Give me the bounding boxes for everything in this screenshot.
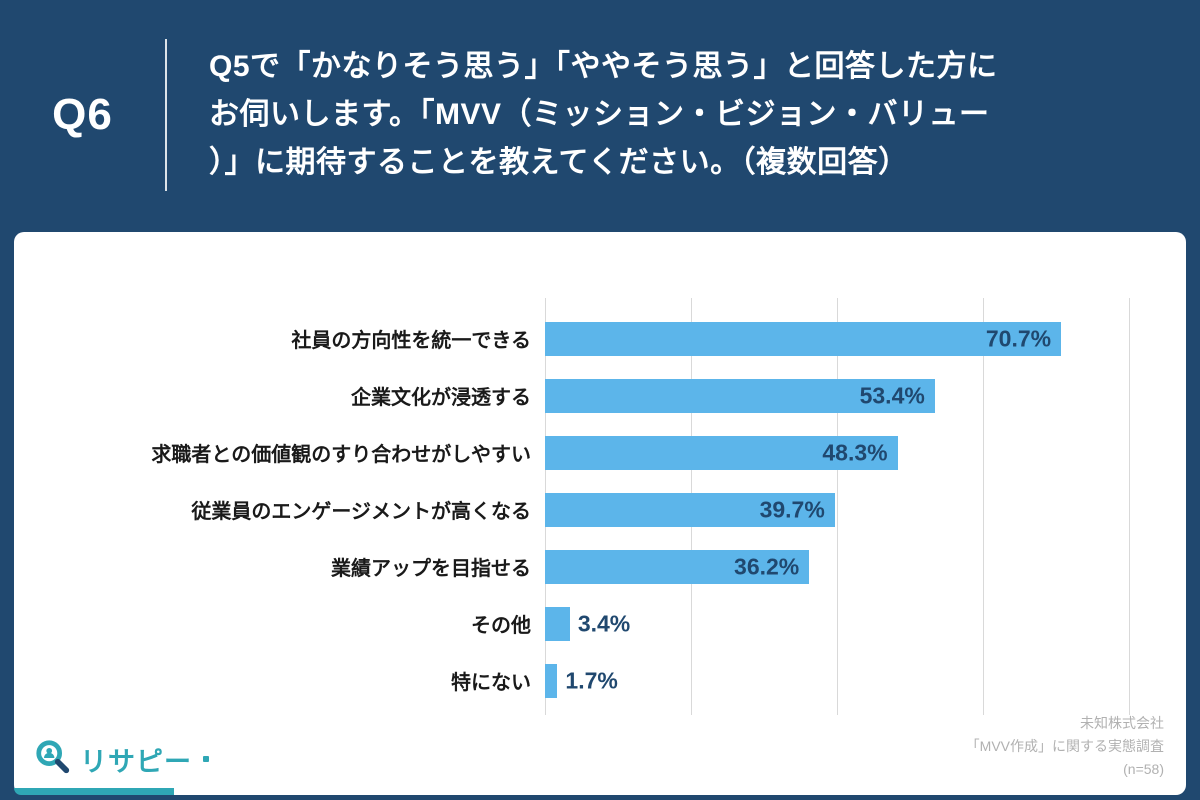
bar-plot-area: 48.3%	[545, 435, 1129, 470]
bar-category-label: 求職者との価値観のすり合わせがしやすい	[151, 444, 531, 466]
gridline-60	[983, 298, 984, 715]
bar-value-label: 39.7%	[759, 496, 825, 522]
bar-category-label: 特にない	[451, 672, 531, 694]
chart-row: 求職者との価値観のすり合わせがしやすい 48.3%	[14, 424, 1129, 481]
chart-card: 社員の方向性を統一できる 70.7% 企業文化が浸透する 53.4% 求職者との価値観の…	[14, 232, 1186, 795]
bar-value-label: 48.3%	[822, 439, 888, 465]
chart-row: 特にない 1.7%	[14, 652, 1129, 709]
bar-value-label: 3.4%	[577, 610, 631, 636]
chart-row: 企業文化が浸透する 53.4%	[14, 367, 1129, 424]
bar-category-label: 業績アップを目指せる	[331, 558, 531, 580]
source-note: 未知株式会社 「MVV作成」に関する実態調査 (n=58)	[966, 712, 1164, 781]
bar-plot-area: 70.7%	[545, 321, 1129, 356]
bar-plot-area: 53.4%	[545, 378, 1129, 413]
logo-accent-strip	[14, 788, 174, 795]
gridline-80	[1129, 298, 1130, 715]
bar-category-label: 従業員のエンゲージメントが高くなる	[191, 501, 531, 523]
bar-category-label: 社員の方向性を統一できる	[291, 330, 531, 352]
gridline-40	[837, 298, 838, 715]
source-line-1: 未知株式会社	[1080, 715, 1164, 731]
source-line-2: 「MVV作成」に関する実態調査	[965, 738, 1164, 754]
bar-plot-area: 3.4%	[545, 606, 1129, 641]
question-number: Q6	[52, 90, 113, 139]
bar	[545, 321, 1062, 356]
bar-chart: 社員の方向性を統一できる 70.7% 企業文化が浸透する 53.4% 求職者との価値観の…	[14, 298, 1130, 715]
bar-category-label: 企業文化が浸透する	[351, 387, 531, 409]
logo-trademark-dot	[203, 755, 209, 762]
bar	[545, 549, 810, 584]
question-line-1: Q5で「かなりそう思う」「ややそう思う」と回答した方に	[209, 50, 998, 83]
bar	[545, 663, 558, 698]
question-header: Q6 Q5で「かなりそう思う」「ややそう思う」と回答した方に お伺いします。「M…	[0, 0, 1200, 230]
bar-plot-area: 1.7%	[545, 663, 1129, 698]
bar-value-label: 70.7%	[985, 325, 1052, 351]
bar-category-label: その他	[471, 615, 531, 637]
bar	[545, 492, 835, 527]
bar-plot-area: 39.7%	[545, 492, 1129, 527]
bar	[545, 378, 935, 413]
question-line-3: ）」に期待することを教えてください。（複数回答）	[209, 146, 909, 179]
chart-row: 業績アップを目指せる 36.2%	[14, 538, 1129, 595]
bar	[545, 606, 570, 641]
magnifier-icon	[34, 738, 72, 781]
bar-value-label: 36.2%	[734, 553, 800, 579]
bar-value-label: 53.4%	[859, 382, 925, 408]
resapy-logo: リサピー	[34, 738, 209, 781]
logo-text: リサピー	[80, 747, 192, 777]
question-text: Q5で「かなりそう思う」「ややそう思う」と回答した方に お伺いします。「MVV（…	[167, 43, 1038, 187]
chart-row: 社員の方向性を統一できる 70.7%	[14, 310, 1129, 367]
question-line-2: お伺いします。「MVV（ミッション・ビジョン・バリュー	[209, 98, 990, 131]
header-divider	[165, 39, 167, 191]
source-line-3: (n=58)	[1123, 761, 1164, 777]
bar	[545, 435, 898, 470]
chart-row: その他 3.4%	[14, 595, 1129, 652]
chart-row: 従業員のエンゲージメントが高くなる 39.7%	[14, 481, 1129, 538]
bar-plot-area: 36.2%	[545, 549, 1129, 584]
bar-value-label: 1.7%	[565, 667, 618, 693]
